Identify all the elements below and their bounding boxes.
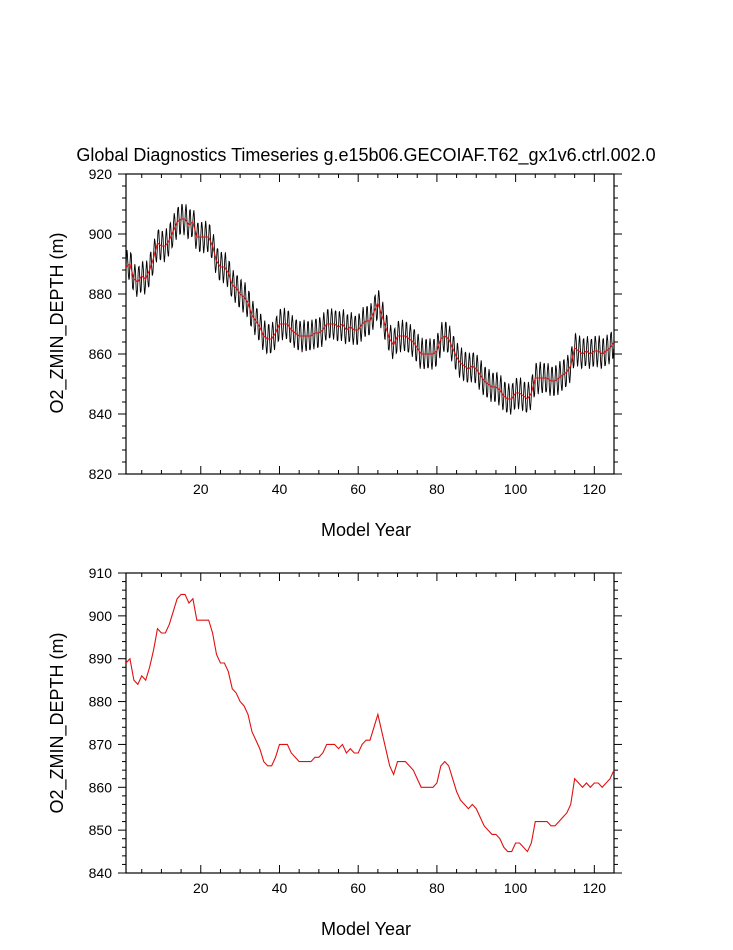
plot-frame-bottom bbox=[125, 572, 615, 874]
y-tick-label-top: 920 bbox=[89, 166, 113, 182]
y-tick-label-bottom: 870 bbox=[89, 736, 113, 752]
x-tick-label-top: 80 bbox=[429, 481, 445, 497]
y-axis-label-top: O2_ZMIN_DEPTH (m) bbox=[47, 232, 68, 413]
series-line-annual-mean-top bbox=[125, 218, 615, 400]
plot-frame-top bbox=[125, 173, 615, 475]
chart-title: Global Diagnostics Timeseries g.e15b06.G… bbox=[76, 145, 655, 166]
x-tick-label-top: 60 bbox=[350, 481, 366, 497]
x-tick-label-bottom: 80 bbox=[429, 880, 445, 896]
x-tick-label-top: 100 bbox=[504, 481, 528, 497]
y-tick-label-top: 900 bbox=[89, 226, 113, 242]
y-tick-label-bottom: 880 bbox=[89, 694, 113, 710]
y-tick-label-top: 860 bbox=[89, 346, 113, 362]
x-axis-label-top: Model Year bbox=[321, 520, 411, 540]
plot-panel-bottom: 20 40 60 80 100 120 840 850 860 870 880 890 900 910 bbox=[89, 565, 622, 896]
y-tick-label-top: 820 bbox=[89, 466, 113, 482]
series-line-monthly-top bbox=[125, 203, 615, 415]
y-tick-label-bottom: 850 bbox=[89, 822, 113, 838]
x-tick-label-top: 40 bbox=[272, 481, 288, 497]
y-tick-label-bottom: 860 bbox=[89, 779, 113, 795]
x-tick-label-bottom: 100 bbox=[504, 880, 528, 896]
y-axis-label-bottom: O2_ZMIN_DEPTH (m) bbox=[47, 632, 68, 813]
x-tick-label-bottom: 40 bbox=[272, 880, 288, 896]
y-tick-label-bottom: 910 bbox=[89, 565, 113, 581]
x-tick-label-top: 120 bbox=[583, 481, 607, 497]
series-line-annual-mean-bottom bbox=[125, 593, 615, 853]
y-tick-label-top: 840 bbox=[89, 406, 113, 422]
x-tick-label-bottom: 20 bbox=[193, 880, 209, 896]
x-tick-label-bottom: 120 bbox=[583, 880, 607, 896]
x-tick-label-bottom: 60 bbox=[350, 880, 366, 896]
y-tick-label-top: 880 bbox=[89, 286, 113, 302]
x-axis-label-bottom: Model Year bbox=[321, 919, 411, 939]
x-tick-label-top: 20 bbox=[193, 481, 209, 497]
y-tick-label-bottom: 900 bbox=[89, 608, 113, 624]
plot-panel-top: 20 40 60 80 100 120 820 840 860 880 900 920 bbox=[89, 166, 622, 497]
y-tick-label-bottom: 840 bbox=[89, 865, 113, 881]
y-tick-label-bottom: 890 bbox=[89, 651, 113, 667]
